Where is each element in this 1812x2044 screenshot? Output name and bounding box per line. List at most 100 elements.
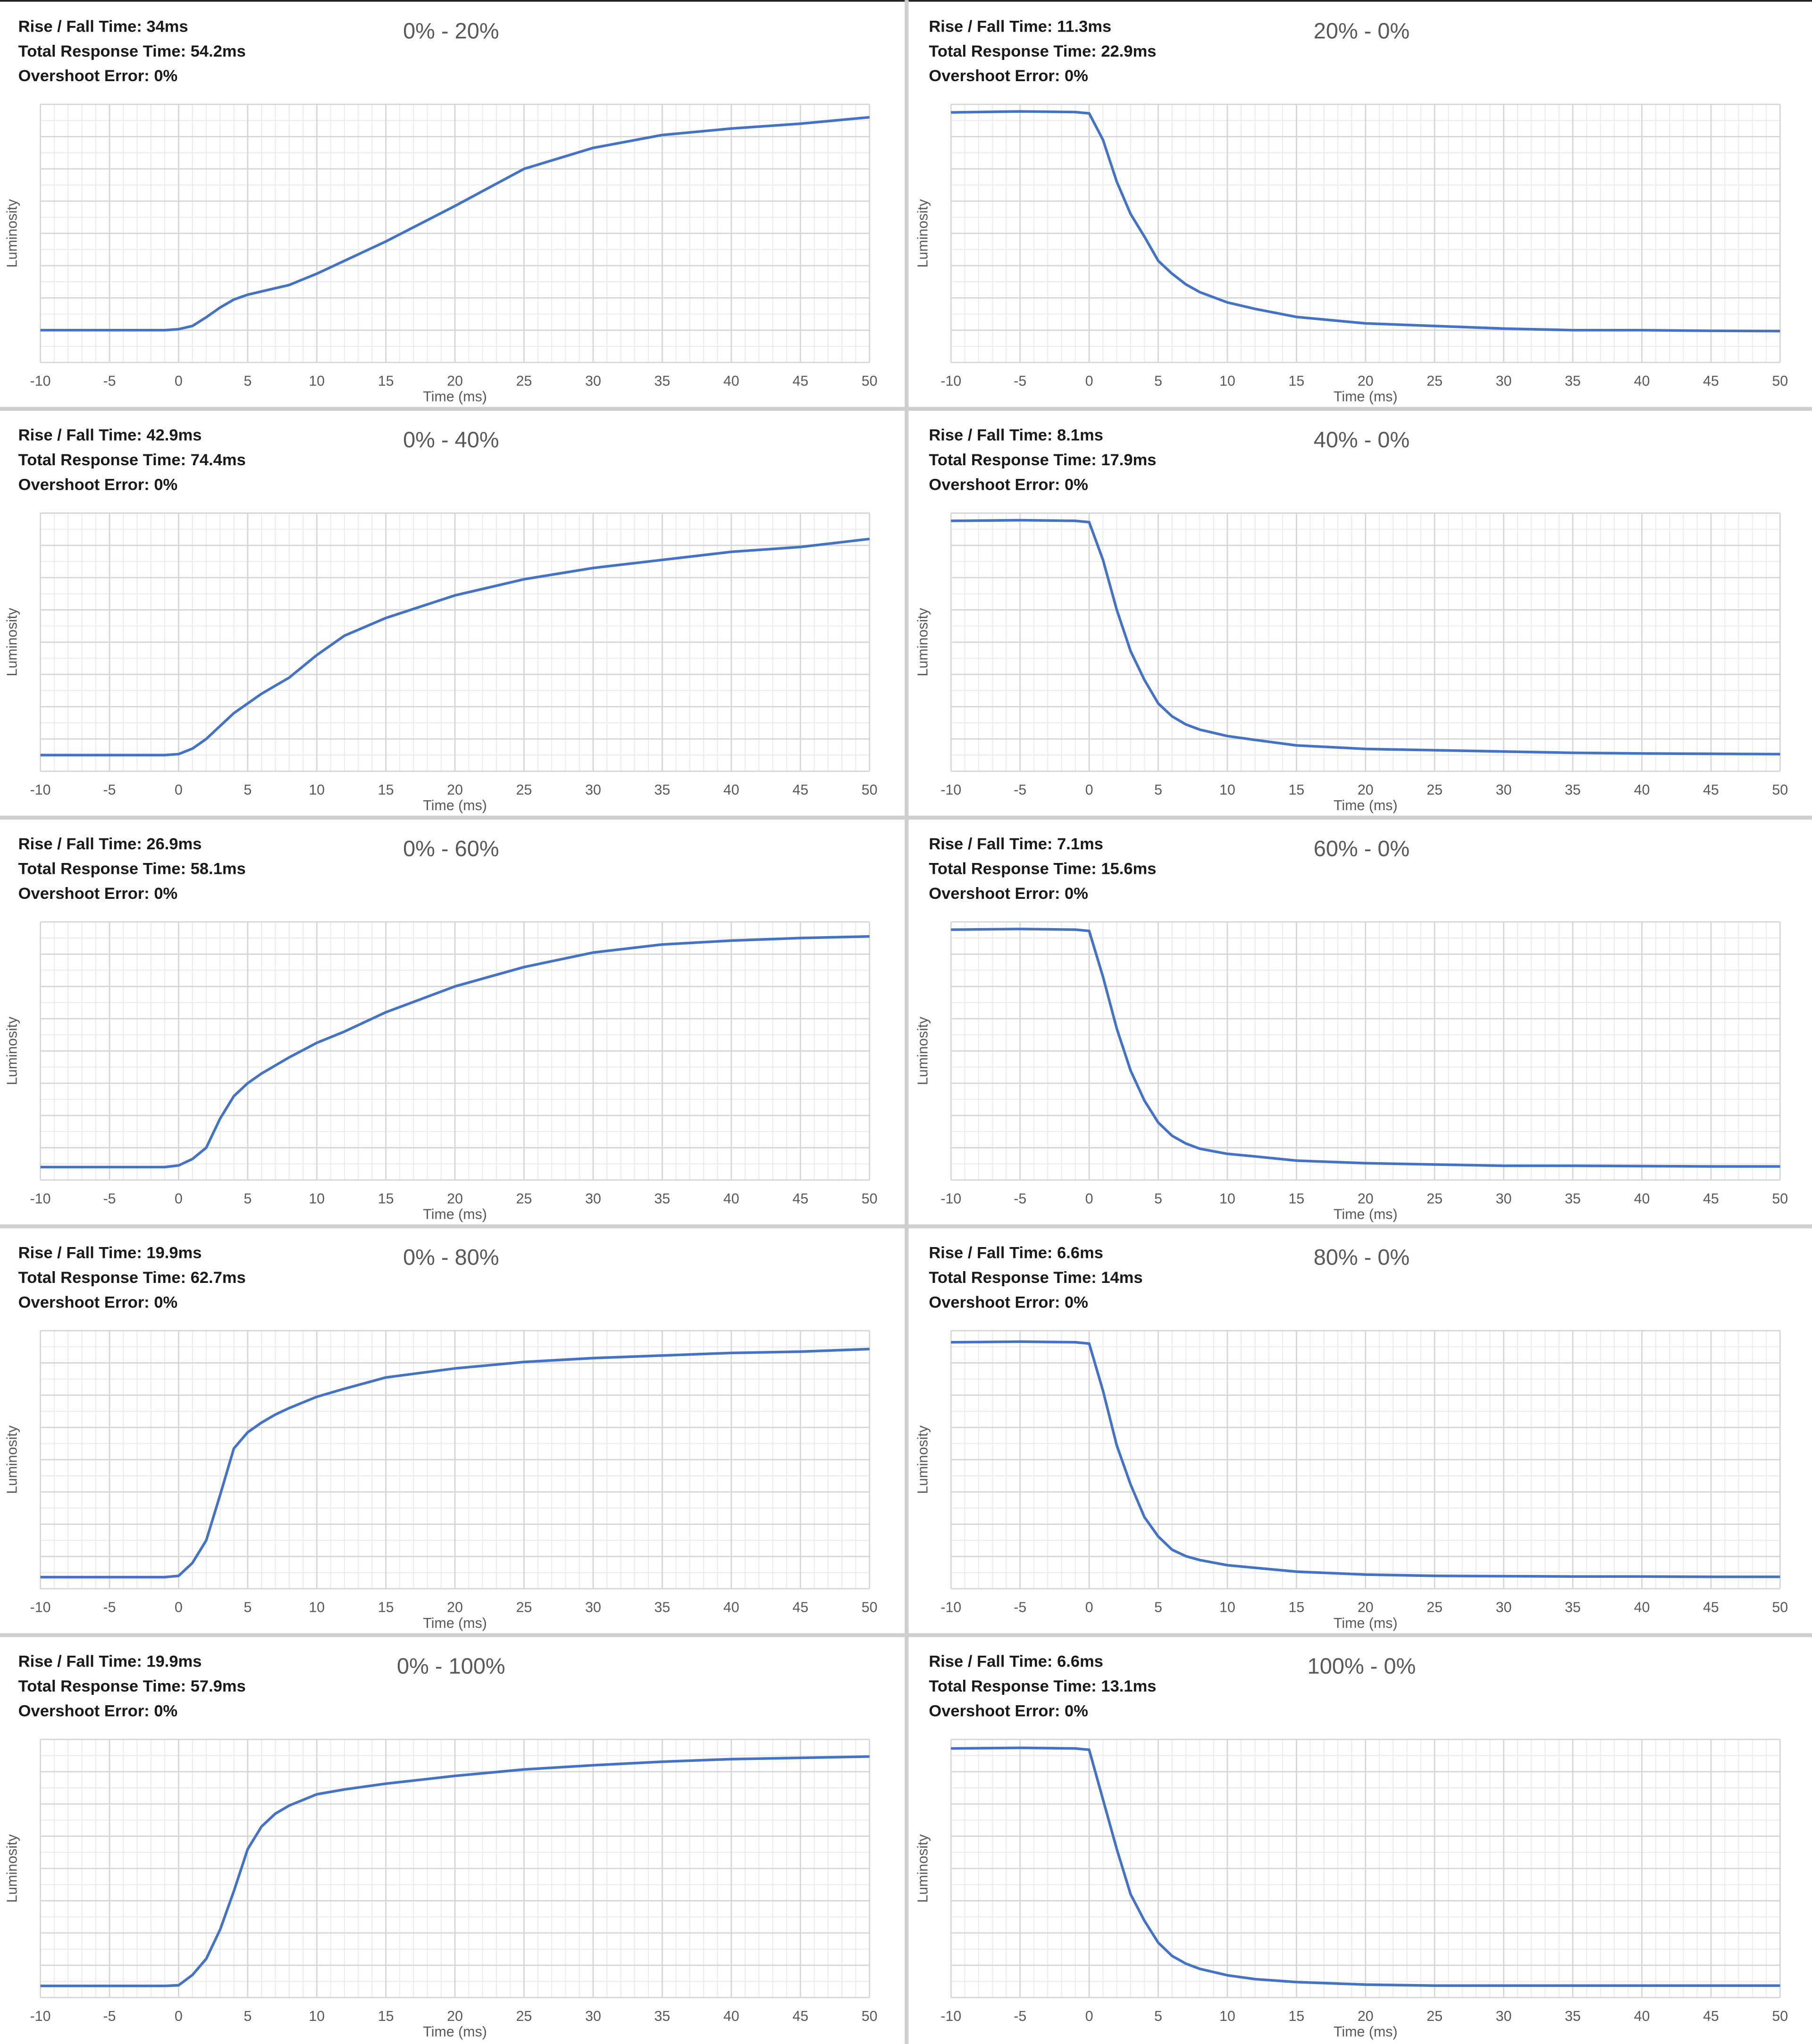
- stat-text: Total Response Time: 57.9ms: [18, 1677, 246, 1695]
- x-tick-label: 45: [1703, 2008, 1719, 2024]
- x-tick-label: 30: [1496, 1190, 1512, 1206]
- x-tick-label: 40: [1634, 782, 1650, 798]
- x-tick-label: 45: [1703, 1600, 1719, 1616]
- data-line: [951, 110, 1780, 333]
- x-tick-label: -5: [1014, 782, 1026, 798]
- x-tick-label: -10: [30, 782, 51, 798]
- stat-text: Overshoot Error: 0%: [929, 67, 1088, 85]
- stat-text: Overshoot Error: 0%: [929, 476, 1088, 494]
- x-tick-label: 15: [378, 373, 394, 389]
- x-tick-label: 45: [1703, 782, 1719, 798]
- stat-text: Rise / Fall Time: 7.1ms: [929, 835, 1103, 853]
- x-tick-label: 35: [654, 782, 670, 798]
- stat-text: Overshoot Error: 0%: [18, 1702, 178, 1720]
- stat-text: Total Response Time: 17.9ms: [929, 451, 1156, 469]
- stat-text: Total Response Time: 54.2ms: [18, 42, 246, 60]
- y-axis-label: Luminosity: [914, 199, 931, 268]
- x-tick-label: 0: [1085, 2008, 1093, 2024]
- chart-title: 80% - 0%: [1314, 1245, 1410, 1270]
- x-tick-label: 40: [1634, 2008, 1650, 2024]
- x-axis-label: Time (ms): [423, 797, 487, 813]
- y-axis-label: Luminosity: [914, 1834, 931, 1903]
- x-tick-label: 15: [1288, 782, 1304, 798]
- x-tick-label: 10: [1219, 2008, 1235, 2024]
- chart-title: 0% - 100%: [397, 1653, 505, 1678]
- stat-text: Rise / Fall Time: 42.9ms: [18, 427, 202, 444]
- x-tick-label: 35: [1565, 373, 1581, 389]
- x-tick-label: 15: [1288, 373, 1304, 389]
- x-tick-label: 15: [378, 1190, 394, 1206]
- x-tick-label: 45: [1703, 1190, 1719, 1206]
- x-tick-label: 20: [1358, 1600, 1374, 1616]
- x-axis-label: Time (ms): [423, 2024, 487, 2040]
- data-line: [951, 519, 1780, 755]
- x-tick-label: 35: [654, 2008, 670, 2024]
- stat-text: Rise / Fall Time: 19.9ms: [18, 1653, 202, 1671]
- stat-text: Rise / Fall Time: 11.3ms: [929, 17, 1111, 35]
- stat-text: Overshoot Error: 0%: [18, 1293, 178, 1311]
- x-tick-label: -5: [103, 1190, 116, 1206]
- x-tick-label: 0: [175, 782, 183, 798]
- chart-title: 60% - 0%: [1314, 836, 1410, 861]
- x-tick-label: 50: [862, 1600, 878, 1616]
- x-tick-label: 35: [654, 1600, 670, 1616]
- y-axis-label: Luminosity: [914, 1425, 931, 1494]
- y-axis-label: Luminosity: [914, 608, 931, 677]
- x-tick-label: 25: [1426, 2008, 1443, 2024]
- x-tick-label: 40: [723, 2008, 739, 2024]
- data-line: [40, 537, 870, 757]
- x-tick-label: 0: [1085, 782, 1093, 798]
- x-tick-label: -10: [30, 1190, 51, 1206]
- x-tick-label: -5: [103, 373, 116, 389]
- x-axis-label: Time (ms): [423, 389, 487, 405]
- x-tick-label: 30: [1496, 1600, 1512, 1616]
- x-tick-label: 35: [1565, 782, 1581, 798]
- x-tick-label: 50: [862, 2008, 878, 2024]
- chart-title: 40% - 0%: [1314, 427, 1410, 452]
- stat-text: Overshoot Error: 0%: [929, 885, 1088, 903]
- data-line: [951, 1746, 1780, 1987]
- y-axis-label: Luminosity: [4, 608, 20, 677]
- x-tick-label: 40: [723, 373, 739, 389]
- x-tick-label: 10: [309, 373, 325, 389]
- x-tick-label: 15: [1288, 1600, 1304, 1616]
- x-tick-label: 20: [1358, 373, 1374, 389]
- data-line: [40, 935, 870, 1169]
- x-tick-label: 25: [1426, 1600, 1443, 1616]
- x-tick-label: -5: [1014, 1190, 1026, 1206]
- x-axis-label: Time (ms): [1334, 389, 1398, 405]
- x-tick-label: 15: [378, 2008, 394, 2024]
- chart-title: 100% - 0%: [1308, 1653, 1416, 1678]
- x-tick-label: 10: [1219, 373, 1235, 389]
- x-tick-label: 50: [862, 782, 878, 798]
- x-tick-label: 20: [447, 1600, 463, 1616]
- x-tick-label: -10: [940, 1190, 961, 1206]
- x-tick-label: -10: [30, 373, 51, 389]
- stat-text: Overshoot Error: 0%: [18, 885, 178, 903]
- x-tick-label: 0: [1085, 1190, 1093, 1206]
- x-tick-label: -10: [30, 2008, 51, 2024]
- stat-text: Rise / Fall Time: 8.1ms: [929, 427, 1103, 444]
- x-tick-label: 50: [1772, 2008, 1788, 2024]
- x-tick-label: 25: [516, 1600, 532, 1616]
- x-tick-label: 35: [654, 373, 670, 389]
- x-tick-label: 40: [723, 1600, 739, 1616]
- x-tick-label: 45: [792, 1190, 808, 1206]
- x-tick-label: 0: [1085, 1600, 1093, 1616]
- x-tick-label: 35: [1565, 1190, 1581, 1206]
- x-tick-label: 30: [585, 782, 601, 798]
- x-tick-label: 50: [1772, 782, 1788, 798]
- x-tick-label: 25: [1426, 373, 1443, 389]
- x-tick-label: 5: [243, 1600, 252, 1616]
- x-tick-label: 5: [243, 782, 252, 798]
- x-tick-label: 45: [792, 1600, 808, 1616]
- stat-text: Overshoot Error: 0%: [929, 1702, 1088, 1720]
- x-tick-label: 40: [1634, 1600, 1650, 1616]
- stat-text: Overshoot Error: 0%: [18, 476, 178, 494]
- data-line: [40, 116, 870, 332]
- x-tick-label: -5: [103, 1600, 116, 1616]
- y-axis-label: Luminosity: [4, 199, 20, 268]
- x-tick-label: 5: [243, 373, 252, 389]
- stat-text: Total Response Time: 62.7ms: [18, 1269, 246, 1287]
